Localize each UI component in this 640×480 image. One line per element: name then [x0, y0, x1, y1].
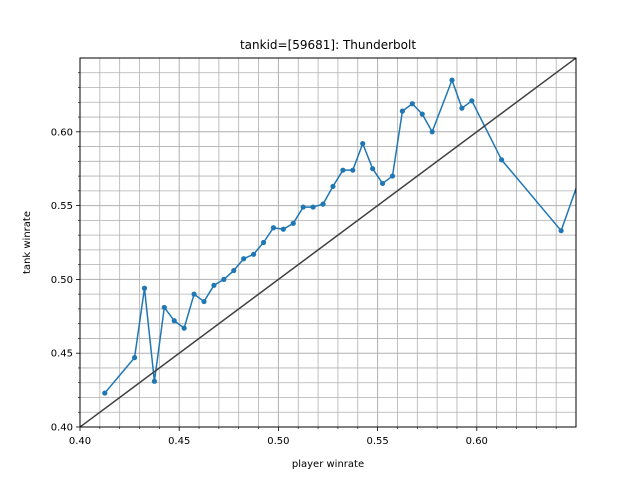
chart-title: tankid=[59681]: Thunderbolt: [240, 38, 416, 52]
data-point: [330, 183, 336, 190]
data-point: [499, 157, 505, 163]
data-point: [161, 304, 167, 311]
data-point: [102, 390, 108, 396]
data-point: [231, 267, 237, 274]
data-point: [280, 226, 286, 232]
data-point: [370, 166, 376, 172]
data-point: [320, 201, 326, 207]
y-axis-label: tank winrate: [22, 211, 33, 274]
data-point: [141, 285, 148, 291]
data-point: [379, 180, 386, 187]
data-point: [340, 167, 346, 173]
x-tick-label: 0.40: [69, 436, 91, 447]
data-point: [290, 220, 296, 226]
y-tick-label: 0.50: [51, 275, 73, 286]
data-point: [131, 355, 138, 361]
y-tick-label: 0.60: [51, 127, 73, 138]
data-point: [171, 318, 177, 324]
y-tick-label: 0.45: [51, 349, 73, 360]
x-tick-label: 0.45: [168, 436, 190, 447]
data-point: [350, 167, 356, 173]
data-point: [399, 108, 405, 114]
data-point: [251, 251, 257, 257]
data-point: [419, 111, 425, 117]
data-point: [211, 282, 217, 288]
data-point: [429, 129, 435, 135]
axes-frame: [79, 57, 577, 428]
data-point: [459, 105, 465, 111]
data-point: [191, 291, 197, 297]
data-point: [360, 141, 366, 147]
major-ticks: [76, 131, 478, 431]
y-tick-label: 0.55: [51, 201, 73, 212]
data-point: [409, 101, 415, 107]
x-tick-label: 0.50: [267, 436, 289, 447]
winrate-series-line: [104, 79, 576, 394]
data-point: [469, 98, 475, 104]
data-point: [300, 204, 306, 210]
data-point: [310, 204, 316, 210]
data-point: [558, 228, 564, 234]
y-tick-label: 0.40: [51, 423, 73, 434]
data-point: [181, 325, 187, 331]
diagonal-reference-line: [80, 58, 576, 427]
x-tick-label: 0.60: [466, 436, 488, 447]
data-point: [260, 239, 267, 246]
plot-area: [80, 58, 576, 427]
data-point: [221, 276, 227, 282]
x-tick-labels: 0.40 0.45 0.50 0.55 0.60: [69, 436, 488, 447]
x-axis-label: player winrate: [292, 459, 364, 470]
data-point: [151, 378, 157, 384]
data-point: [449, 77, 455, 83]
x-tick-label: 0.55: [366, 436, 388, 447]
data-point: [201, 298, 207, 305]
data-point: [270, 225, 277, 231]
data-point: [389, 173, 396, 179]
grid: [80, 58, 576, 427]
y-tick-labels: 0.40 0.45 0.50 0.55 0.60: [51, 127, 73, 433]
data-point: [241, 256, 247, 262]
